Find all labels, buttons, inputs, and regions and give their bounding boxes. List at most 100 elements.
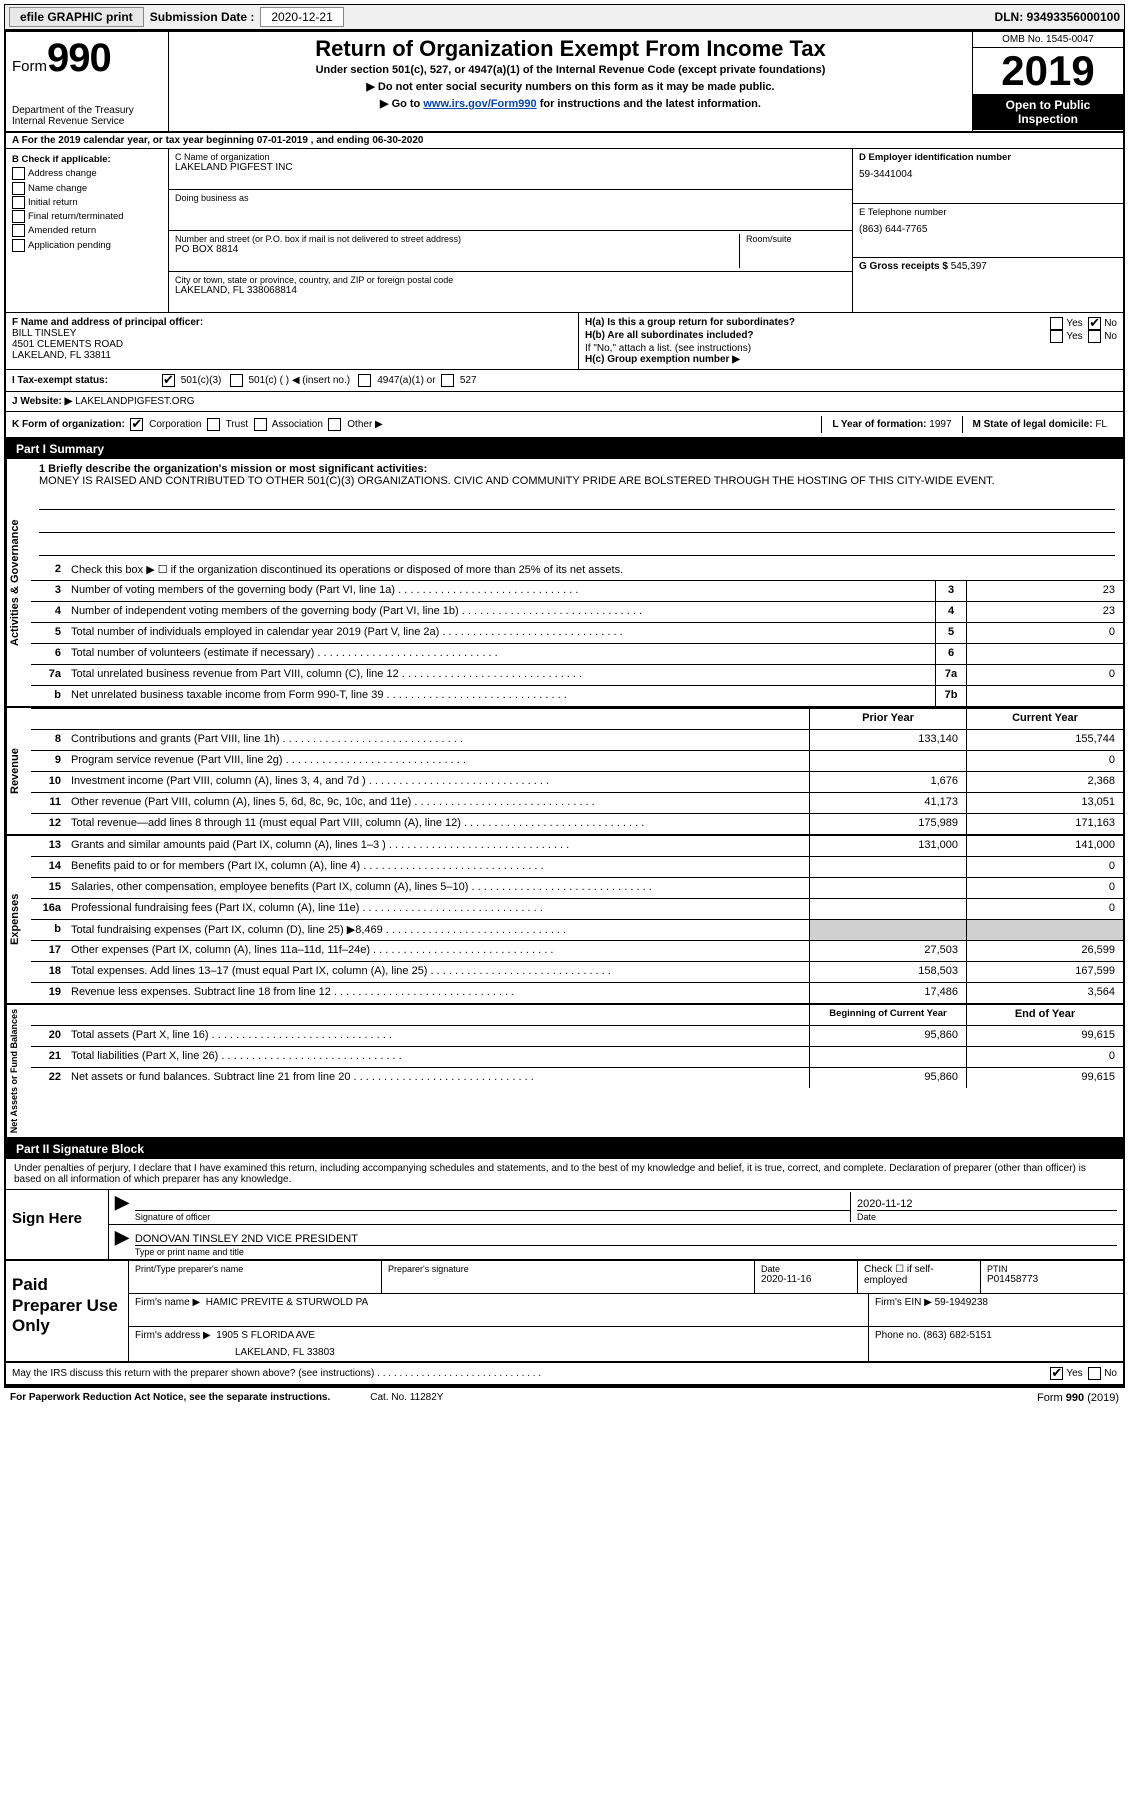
exp-line-16a: 16aProfessional fundraising fees (Part I… xyxy=(31,899,1123,920)
h-a-no[interactable]: No xyxy=(1088,317,1117,330)
paid-preparer-block: Paid Preparer Use Only Print/Type prepar… xyxy=(6,1261,1123,1363)
officer-addr1: 4501 CLEMENTS ROAD xyxy=(12,339,572,350)
gross-receipts-value: 545,397 xyxy=(951,261,987,272)
officer-signature-line[interactable]: ▶ Signature of officer 2020-11-12 Date xyxy=(109,1190,1123,1225)
form-subtitle-2: ▶ Do not enter social security numbers o… xyxy=(179,80,962,93)
chk-amended-return[interactable]: Amended return xyxy=(12,224,162,238)
gov-line-3: 3Number of voting members of the governi… xyxy=(31,581,1123,602)
header-left: Form990 Department of the Treasury Inter… xyxy=(6,32,169,131)
prior-year-header: Prior Year xyxy=(809,709,966,729)
line-2-checkbox: 2 Check this box ▶ ☐ if the organization… xyxy=(31,560,1123,581)
city-cell: City or town, state or province, country… xyxy=(169,272,852,312)
gov-line-6: 6Total number of volunteers (estimate if… xyxy=(31,644,1123,665)
ein-cell: D Employer identification number 59-3441… xyxy=(853,149,1123,204)
exp-line-13: 13Grants and similar amounts paid (Part … xyxy=(31,836,1123,857)
chk-527[interactable]: 527 xyxy=(441,374,476,387)
firm-ein: 59-1949238 xyxy=(935,1297,988,1308)
street-cell: Number and street (or P.O. box if mail i… xyxy=(169,231,852,272)
vlabel-governance: Activities & Governance xyxy=(6,459,31,706)
website-value: LAKELANDPIGFEST.ORG xyxy=(75,396,194,407)
exp-line-b: bTotal fundraising expenses (Part IX, co… xyxy=(31,920,1123,941)
preparer-row-3: Firm's address ▶ 1905 S FLORIDA AVE LAKE… xyxy=(129,1327,1123,1361)
chk-final-return[interactable]: Final return/terminated xyxy=(12,210,162,224)
h-b-label: H(b) Are all subordinates included? xyxy=(585,330,1050,343)
sign-here-block: Sign Here ▶ Signature of officer 2020-11… xyxy=(6,1190,1123,1261)
preparer-row-1: Print/Type preparer's name Preparer's si… xyxy=(129,1261,1123,1294)
form-header: Form990 Department of the Treasury Inter… xyxy=(6,32,1123,133)
gov-line-5: 5Total number of individuals employed in… xyxy=(31,623,1123,644)
tax-year: 2019 xyxy=(973,48,1123,94)
h-c-label: H(c) Group exemption number ▶ xyxy=(585,354,1117,365)
city-value: LAKELAND, FL 338068814 xyxy=(175,285,453,296)
officer-name: BILL TINSLEY xyxy=(12,328,572,339)
chk-name-change[interactable]: Name change xyxy=(12,182,162,196)
efile-topbar: efile GRAPHIC print Submission Date : 20… xyxy=(4,4,1125,30)
footer-catno: Cat. No. 11282Y xyxy=(330,1392,1037,1404)
chk-association[interactable]: Association xyxy=(254,418,323,431)
part-2-header: Part II Signature Block xyxy=(6,1139,1123,1159)
chk-4947[interactable]: 4947(a)(1) or xyxy=(358,374,435,387)
chk-application-pending[interactable]: Application pending xyxy=(12,239,162,253)
exp-line-17: 17Other expenses (Part IX, column (A), l… xyxy=(31,941,1123,962)
street-label: Number and street (or P.O. box if mail i… xyxy=(175,234,739,244)
footer-paperwork: For Paperwork Reduction Act Notice, see … xyxy=(10,1392,330,1404)
vlabel-net-assets: Net Assets or Fund Balances xyxy=(6,1005,31,1137)
box-h-group: H(a) Is this a group return for subordin… xyxy=(579,313,1123,369)
net-line-20: 20Total assets (Part X, line 16)95,86099… xyxy=(31,1026,1123,1047)
submission-date: 2020-12-21 xyxy=(260,7,343,27)
phone-cell: E Telephone number (863) 644-7765 xyxy=(853,204,1123,259)
form-subtitle-1: Under section 501(c), 527, or 4947(a)(1)… xyxy=(179,64,962,76)
self-employed-check[interactable]: Check ☐ if self-employed xyxy=(858,1261,981,1293)
chk-address-change[interactable]: Address change xyxy=(12,167,162,181)
dba-label: Doing business as xyxy=(175,193,249,227)
revenue-header-row: Prior Year Current Year xyxy=(31,708,1123,730)
discuss-no[interactable]: No xyxy=(1088,1367,1117,1380)
row-a-tax-year: A For the 2019 calendar year, or tax yea… xyxy=(6,133,1123,149)
irs-label: Internal Revenue Service xyxy=(12,116,162,127)
chk-other[interactable]: Other ▶ xyxy=(328,418,382,431)
vlabel-expenses: Expenses xyxy=(6,836,31,1003)
firm-phone: (863) 682-5151 xyxy=(923,1330,991,1341)
firm-addr1: 1905 S FLORIDA AVE xyxy=(216,1330,315,1341)
mission-block: 1 Briefly describe the organization's mi… xyxy=(31,459,1123,560)
rev-line-8: 8Contributions and grants (Part VIII, li… xyxy=(31,730,1123,751)
ein-value: 59-3441004 xyxy=(859,169,1117,180)
efile-print-button[interactable]: efile GRAPHIC print xyxy=(9,7,144,27)
h-a-yes[interactable]: Yes xyxy=(1050,317,1082,330)
box-b-label: B Check if applicable: xyxy=(12,153,162,167)
chk-corporation[interactable]: Corporation xyxy=(130,418,201,431)
m-state-domicile: M State of legal domicile: FL xyxy=(962,416,1117,433)
begin-year-header: Beginning of Current Year xyxy=(809,1005,966,1025)
org-name: LAKELAND PIGFEST INC xyxy=(175,162,846,173)
header-title-block: Return of Organization Exempt From Incom… xyxy=(169,32,972,131)
discuss-yes[interactable]: Yes xyxy=(1050,1367,1082,1380)
chk-501c3[interactable]: 501(c)(3) xyxy=(162,374,221,387)
box-d-ein-phone: D Employer identification number 59-3441… xyxy=(852,149,1123,312)
firm-addr2: LAKELAND, FL 33803 xyxy=(135,1347,862,1358)
gov-line-b: bNet unrelated business taxable income f… xyxy=(31,686,1123,706)
rev-line-11: 11Other revenue (Part VIII, column (A), … xyxy=(31,793,1123,814)
irs-link[interactable]: www.irs.gov/Form990 xyxy=(423,98,536,110)
chk-501c-other[interactable]: 501(c) ( ) ◀ (insert no.) xyxy=(230,374,350,387)
h-b-no[interactable]: No xyxy=(1088,330,1117,343)
signature-declaration: Under penalties of perjury, I declare th… xyxy=(6,1159,1123,1190)
discuss-with-preparer: May the IRS discuss this return with the… xyxy=(6,1363,1123,1386)
net-line-21: 21Total liabilities (Part X, line 26)0 xyxy=(31,1047,1123,1068)
net-line-22: 22Net assets or fund balances. Subtract … xyxy=(31,1068,1123,1088)
chk-trust[interactable]: Trust xyxy=(207,418,248,431)
l-year-formation: L Year of formation: 1997 xyxy=(821,416,961,433)
chk-initial-return[interactable]: Initial return xyxy=(12,196,162,210)
preparer-date: 2020-11-16 xyxy=(761,1274,851,1285)
submission-label: Submission Date : xyxy=(150,10,255,24)
form-990-container: Form990 Department of the Treasury Inter… xyxy=(4,30,1125,1388)
exp-line-18: 18Total expenses. Add lines 13–17 (must … xyxy=(31,962,1123,983)
rev-line-10: 10Investment income (Part VIII, column (… xyxy=(31,772,1123,793)
signature-date: 2020-11-12 xyxy=(857,1198,1117,1210)
row-i-tax-status: I Tax-exempt status: 501(c)(3) 501(c) ( … xyxy=(6,370,1123,392)
form-title: Return of Organization Exempt From Incom… xyxy=(179,36,962,62)
exp-line-19: 19Revenue less expenses. Subtract line 1… xyxy=(31,983,1123,1003)
omb-number: OMB No. 1545-0047 xyxy=(973,32,1123,48)
officer-name-line: ▶ DONOVAN TINSLEY 2ND VICE PRESIDENT Typ… xyxy=(109,1225,1123,1259)
h-b-yes[interactable]: Yes xyxy=(1050,330,1082,343)
preparer-row-2: Firm's name ▶ HAMIC PREVITE & STURWOLD P… xyxy=(129,1294,1123,1327)
